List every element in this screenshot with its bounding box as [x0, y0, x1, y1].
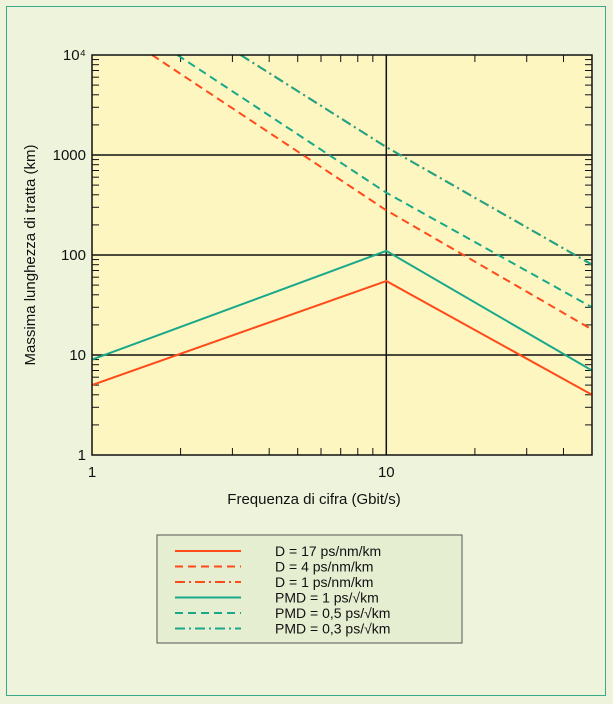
x-tick-label: 1: [88, 464, 96, 481]
y-tick-label: 1000: [53, 147, 86, 164]
series-line-4: [92, 249, 592, 372]
y-axis-label: Massima lunghezza di tratta (km): [22, 145, 39, 366]
y-tick-label: 100: [61, 247, 86, 264]
chart-svg: 1 10 100 1000 10⁴ 1 10 Frequenza di cifra (Gbi…: [22, 47, 593, 644]
label-layer: Frequenza di cifra (Gbit/s) Massima lung…: [22, 145, 401, 508]
legend-label: PMD = 1 ps/√km: [275, 590, 379, 606]
series-line-2: [151, 55, 592, 331]
y-tick-label: 10: [69, 347, 86, 364]
y-tick-label: 10⁴: [63, 47, 86, 64]
chart-frame: 1 10 100 1000 10⁴ 1 10 Frequenza di cifra (Gbi…: [6, 6, 606, 696]
series-group: [92, 55, 592, 396]
series-line-5: [176, 55, 592, 309]
legend-label: D = 1 ps/nm/km: [275, 574, 373, 590]
legend: D = 17 ps/nm/kmD = 4 ps/nm/kmD = 1 ps/nm…: [156, 534, 463, 644]
x-tick-label: 10: [378, 464, 395, 481]
legend-label: PMD = 0,3 ps/√km: [275, 621, 390, 637]
y-tick-label: 1: [78, 447, 86, 464]
legend-label: D = 17 ps/nm/km: [275, 543, 381, 559]
legend-label: PMD = 0,5 ps/√km: [275, 605, 390, 621]
plot-border: [91, 54, 593, 456]
series-line-1: [92, 279, 592, 396]
legend-box: [156, 534, 463, 644]
plot-layer: 1 10 100 1000 10⁴ 1 10: [53, 47, 593, 481]
legend-label: D = 4 ps/nm/km: [275, 559, 373, 575]
x-axis-label: Frequenza di cifra (Gbit/s): [227, 491, 400, 508]
